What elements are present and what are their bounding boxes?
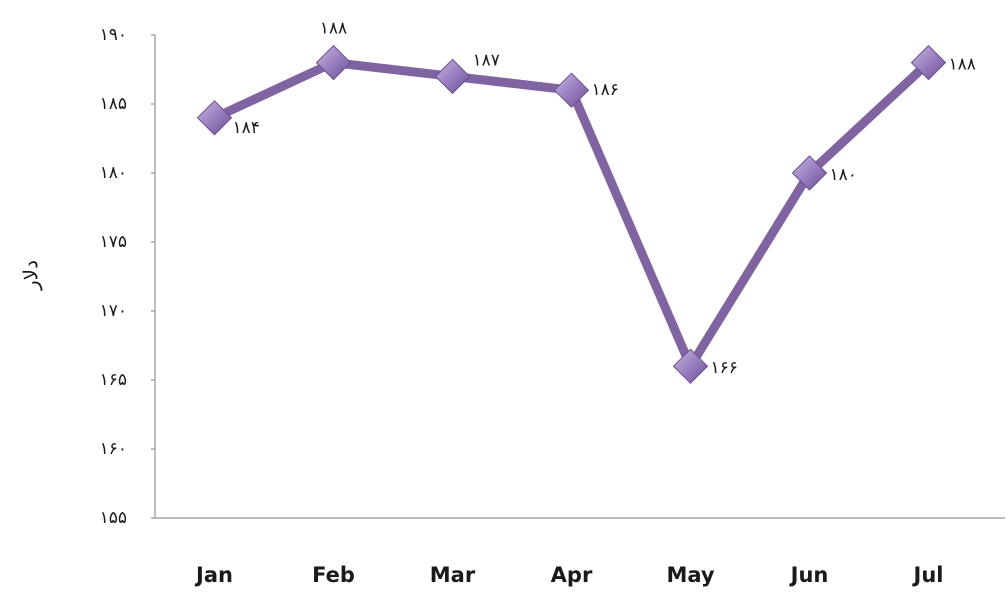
data-label: ۱۸۸: [320, 19, 347, 39]
x-tick-label: Feb: [312, 563, 355, 587]
marker: [791, 155, 828, 191]
data-label: ۱۸۸: [949, 55, 976, 75]
y-tick-label: ۱۹۰: [100, 25, 127, 45]
y-tick-label: ۱۶۰: [100, 439, 127, 459]
y-tick-label: ۱۸۵: [100, 94, 127, 114]
marker: [434, 58, 471, 95]
data-label: ۱۶۶: [711, 358, 738, 378]
x-tick-label: Jun: [789, 563, 829, 587]
marker: [196, 100, 233, 136]
marker: [910, 44, 947, 81]
marker: [553, 72, 590, 108]
data-label: ۱۸۰: [830, 165, 857, 185]
x-tick-label: Jan: [194, 563, 233, 587]
y-axis-label: دلار: [19, 260, 43, 291]
marker: [315, 44, 352, 81]
x-tick-label: May: [666, 563, 714, 587]
y-tick-label: ۱۸۰: [100, 163, 127, 183]
y-tick-label: ۱۵۵: [100, 508, 127, 528]
x-tick-label: Jul: [912, 563, 944, 587]
line: [212, 58, 932, 371]
marker: [672, 348, 709, 384]
x-tick-label: Apr: [551, 563, 593, 587]
y-tick-label: ۱۶۵: [100, 370, 127, 390]
y-tick-label: ۱۷۰: [100, 301, 127, 321]
data-label: ۱۸۷: [473, 50, 500, 70]
data-label: ۱۸۴: [233, 118, 260, 138]
data-label: ۱۸۶: [592, 80, 619, 100]
y-tick-label: ۱۷۵: [100, 232, 127, 252]
x-tick-label: Mar: [430, 563, 476, 587]
